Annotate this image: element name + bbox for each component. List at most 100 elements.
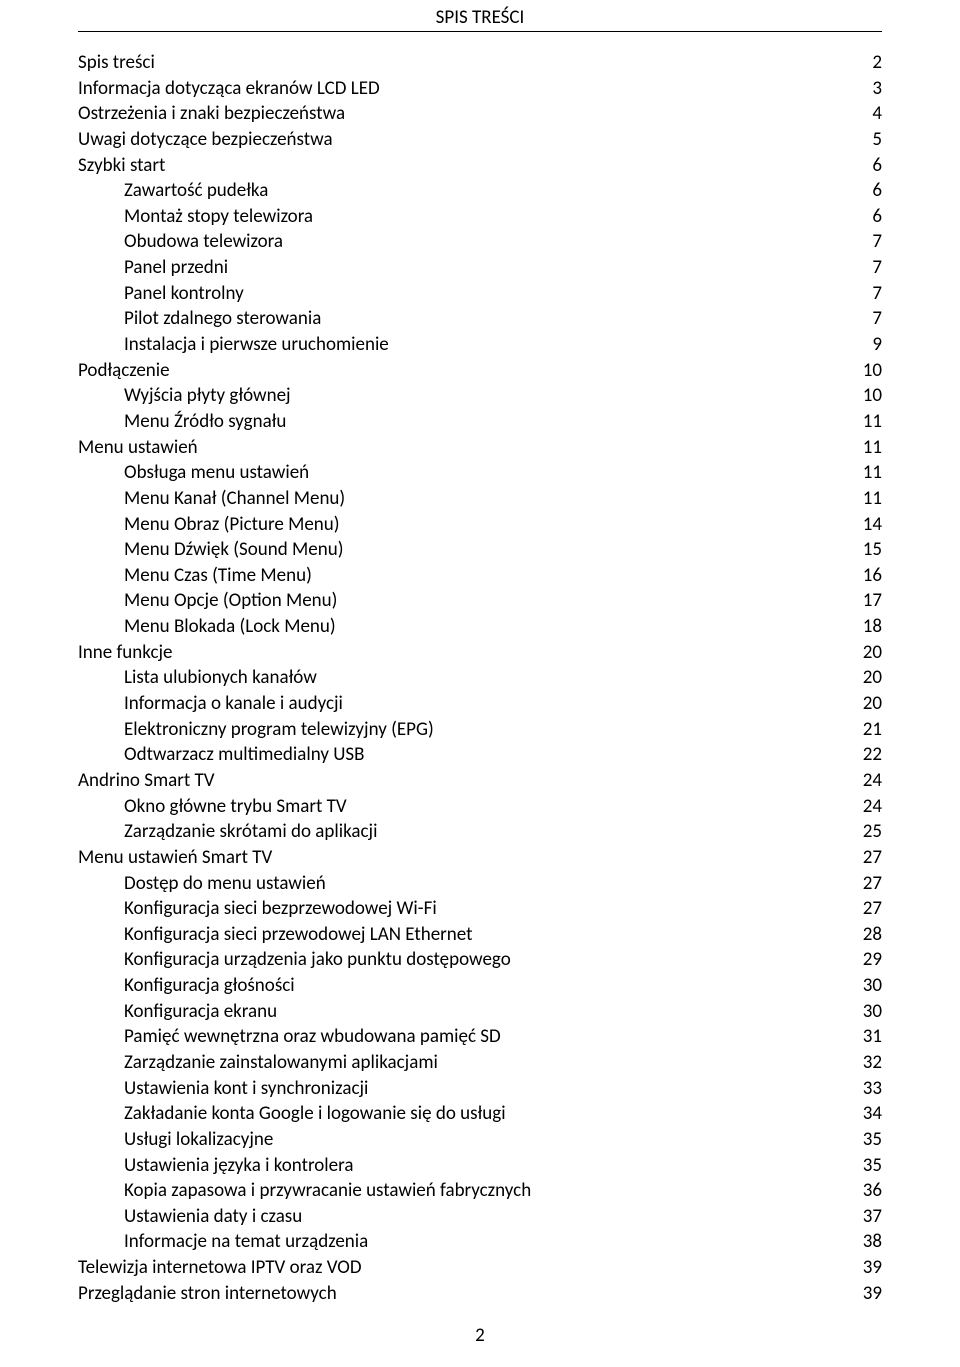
toc-page: 7	[872, 281, 882, 307]
toc-row: Informacje na temat urządzenia 38	[78, 1229, 882, 1255]
toc-label: Menu Źródło sygnału	[78, 409, 286, 435]
toc-page: 10	[863, 383, 882, 409]
toc-page: 11	[863, 409, 882, 435]
toc-page: 17	[863, 588, 882, 614]
toc-row: Konfiguracja sieci bezprzewodowej Wi-Fi 2…	[78, 896, 882, 922]
toc-label: Informacja dotycząca ekranów LCD LED	[78, 76, 380, 102]
toc-row: Przeglądanie stron internetowych39	[78, 1281, 882, 1307]
toc-label: Menu Dźwięk (Sound Menu)	[78, 537, 343, 563]
toc-row: Menu ustawień 11	[78, 435, 882, 461]
toc-page: 25	[863, 819, 882, 845]
toc-label: Elektroniczny program telewizyjny (EPG)	[78, 717, 434, 743]
toc-label: Ostrzeżenia i znaki bezpieczeństwa	[78, 101, 345, 127]
toc-label: Pilot zdalnego sterowania	[78, 306, 321, 332]
toc-row: Pamięć wewnętrzna oraz wbudowana pamięć …	[78, 1024, 882, 1050]
toc-page: 24	[863, 794, 882, 820]
toc-row: Odtwarzacz multimedialny USB 22	[78, 742, 882, 768]
toc-row: Informacja dotycząca ekranów LCD LED 3	[78, 76, 882, 102]
toc-label: Informacje na temat urządzenia	[78, 1229, 368, 1255]
toc-page: 11	[863, 460, 882, 486]
table-of-contents: Spis treści2Informacja dotycząca ekranów…	[78, 50, 882, 1306]
toc-page: 22	[863, 742, 882, 768]
toc-label: Okno główne trybu Smart TV	[78, 794, 347, 820]
toc-row: Ustawienia daty i czasu37	[78, 1204, 882, 1230]
toc-row: Konfiguracja głośności 30	[78, 973, 882, 999]
toc-row: Elektroniczny program telewizyjny (EPG) 2…	[78, 717, 882, 743]
toc-row: Menu Kanał (Channel Menu)11	[78, 486, 882, 512]
toc-page: 27	[863, 896, 882, 922]
toc-label: Panel przedni	[78, 255, 228, 281]
toc-row: Usługi lokalizacyjne35	[78, 1127, 882, 1153]
toc-page: 7	[872, 306, 882, 332]
toc-page: 27	[863, 871, 882, 897]
toc-label: Konfiguracja urządzenia jako punktu dost…	[78, 947, 511, 973]
toc-label: Panel kontrolny	[78, 281, 244, 307]
toc-label: Andrino Smart TV	[78, 768, 215, 794]
toc-row: Konfiguracja sieci przewodowej LAN Ether…	[78, 922, 882, 948]
toc-row: Montaż stopy telewizora6	[78, 204, 882, 230]
toc-label: Zarządzanie skrótami do aplikacji	[78, 819, 377, 845]
toc-label: Usługi lokalizacyjne	[78, 1127, 273, 1153]
toc-page: 38	[863, 1229, 882, 1255]
toc-page: 39	[863, 1281, 882, 1307]
toc-page: 30	[863, 973, 882, 999]
toc-row: Menu Dźwięk (Sound Menu) 15	[78, 537, 882, 563]
toc-page: 36	[863, 1178, 882, 1204]
toc-label: Menu ustawień Smart TV	[78, 845, 272, 871]
toc-row: Informacja o kanale i audycji20	[78, 691, 882, 717]
toc-row: Zarządzanie zainstalowanymi aplikacjami3…	[78, 1050, 882, 1076]
toc-label: Ustawienia kont i synchronizacji	[78, 1076, 368, 1102]
toc-row: Spis treści 2	[78, 50, 882, 76]
toc-page: 14	[863, 512, 882, 538]
toc-page: 15	[863, 537, 882, 563]
toc-label: Konfiguracja sieci bezprzewodowej Wi-Fi	[78, 896, 437, 922]
toc-row: Panel kontrolny 7	[78, 281, 882, 307]
toc-row: Instalacja i pierwsze uruchomienie9	[78, 332, 882, 358]
toc-row: Konfiguracja ekranu30	[78, 999, 882, 1025]
toc-page: 18	[863, 614, 882, 640]
page-header-title: SPIS TREŚCI	[78, 6, 882, 32]
toc-page: 3	[872, 76, 882, 102]
toc-row: Zawartość pudełka6	[78, 178, 882, 204]
document-page: SPIS TREŚCI Spis treści2Informacja dotyc…	[0, 0, 960, 1367]
toc-page: 5	[872, 127, 882, 153]
toc-label: Dostęp do menu ustawień	[78, 871, 326, 897]
page-number: 2	[78, 1324, 882, 1347]
toc-row: Obudowa telewizora7	[78, 229, 882, 255]
toc-label: Spis treści	[78, 50, 155, 76]
toc-page: 27	[863, 845, 882, 871]
toc-label: Menu ustawień	[78, 435, 198, 461]
toc-page: 16	[863, 563, 882, 589]
toc-page: 35	[863, 1153, 882, 1179]
toc-page: 21	[863, 717, 882, 743]
toc-page: 7	[872, 255, 882, 281]
toc-row: Menu Opcje (Option Menu)17	[78, 588, 882, 614]
toc-page: 30	[863, 999, 882, 1025]
toc-label: Uwagi dotyczące bezpieczeństwa	[78, 127, 333, 153]
toc-page: 10	[863, 358, 882, 384]
toc-row: Menu Obraz (Picture Menu)14	[78, 512, 882, 538]
toc-page: 4	[872, 101, 882, 127]
toc-page: 39	[863, 1255, 882, 1281]
toc-page: 6	[872, 204, 882, 230]
toc-label: Lista ulubionych kanałów	[78, 665, 317, 691]
toc-page: 29	[863, 947, 882, 973]
toc-page: 24	[863, 768, 882, 794]
toc-page: 2	[872, 50, 882, 76]
toc-row: Obsługa menu ustawień11	[78, 460, 882, 486]
toc-label: Menu Czas (Time Menu)	[78, 563, 312, 589]
toc-label: Odtwarzacz multimedialny USB	[78, 742, 364, 768]
toc-page: 31	[863, 1024, 882, 1050]
toc-label: Konfiguracja głośności	[78, 973, 295, 999]
toc-page: 11	[863, 435, 882, 461]
toc-row: Szybki start6	[78, 153, 882, 179]
toc-row: Pilot zdalnego sterowania 7	[78, 306, 882, 332]
toc-page: 20	[863, 691, 882, 717]
toc-row: Panel przedni 7	[78, 255, 882, 281]
toc-page: 33	[863, 1076, 882, 1102]
toc-page: 20	[863, 640, 882, 666]
toc-label: Zakładanie konta Google i logowanie się …	[78, 1101, 506, 1127]
toc-label: Obudowa telewizora	[78, 229, 283, 255]
toc-row: Zakładanie konta Google i logowanie się …	[78, 1101, 882, 1127]
toc-row: Dostęp do menu ustawień 27	[78, 871, 882, 897]
